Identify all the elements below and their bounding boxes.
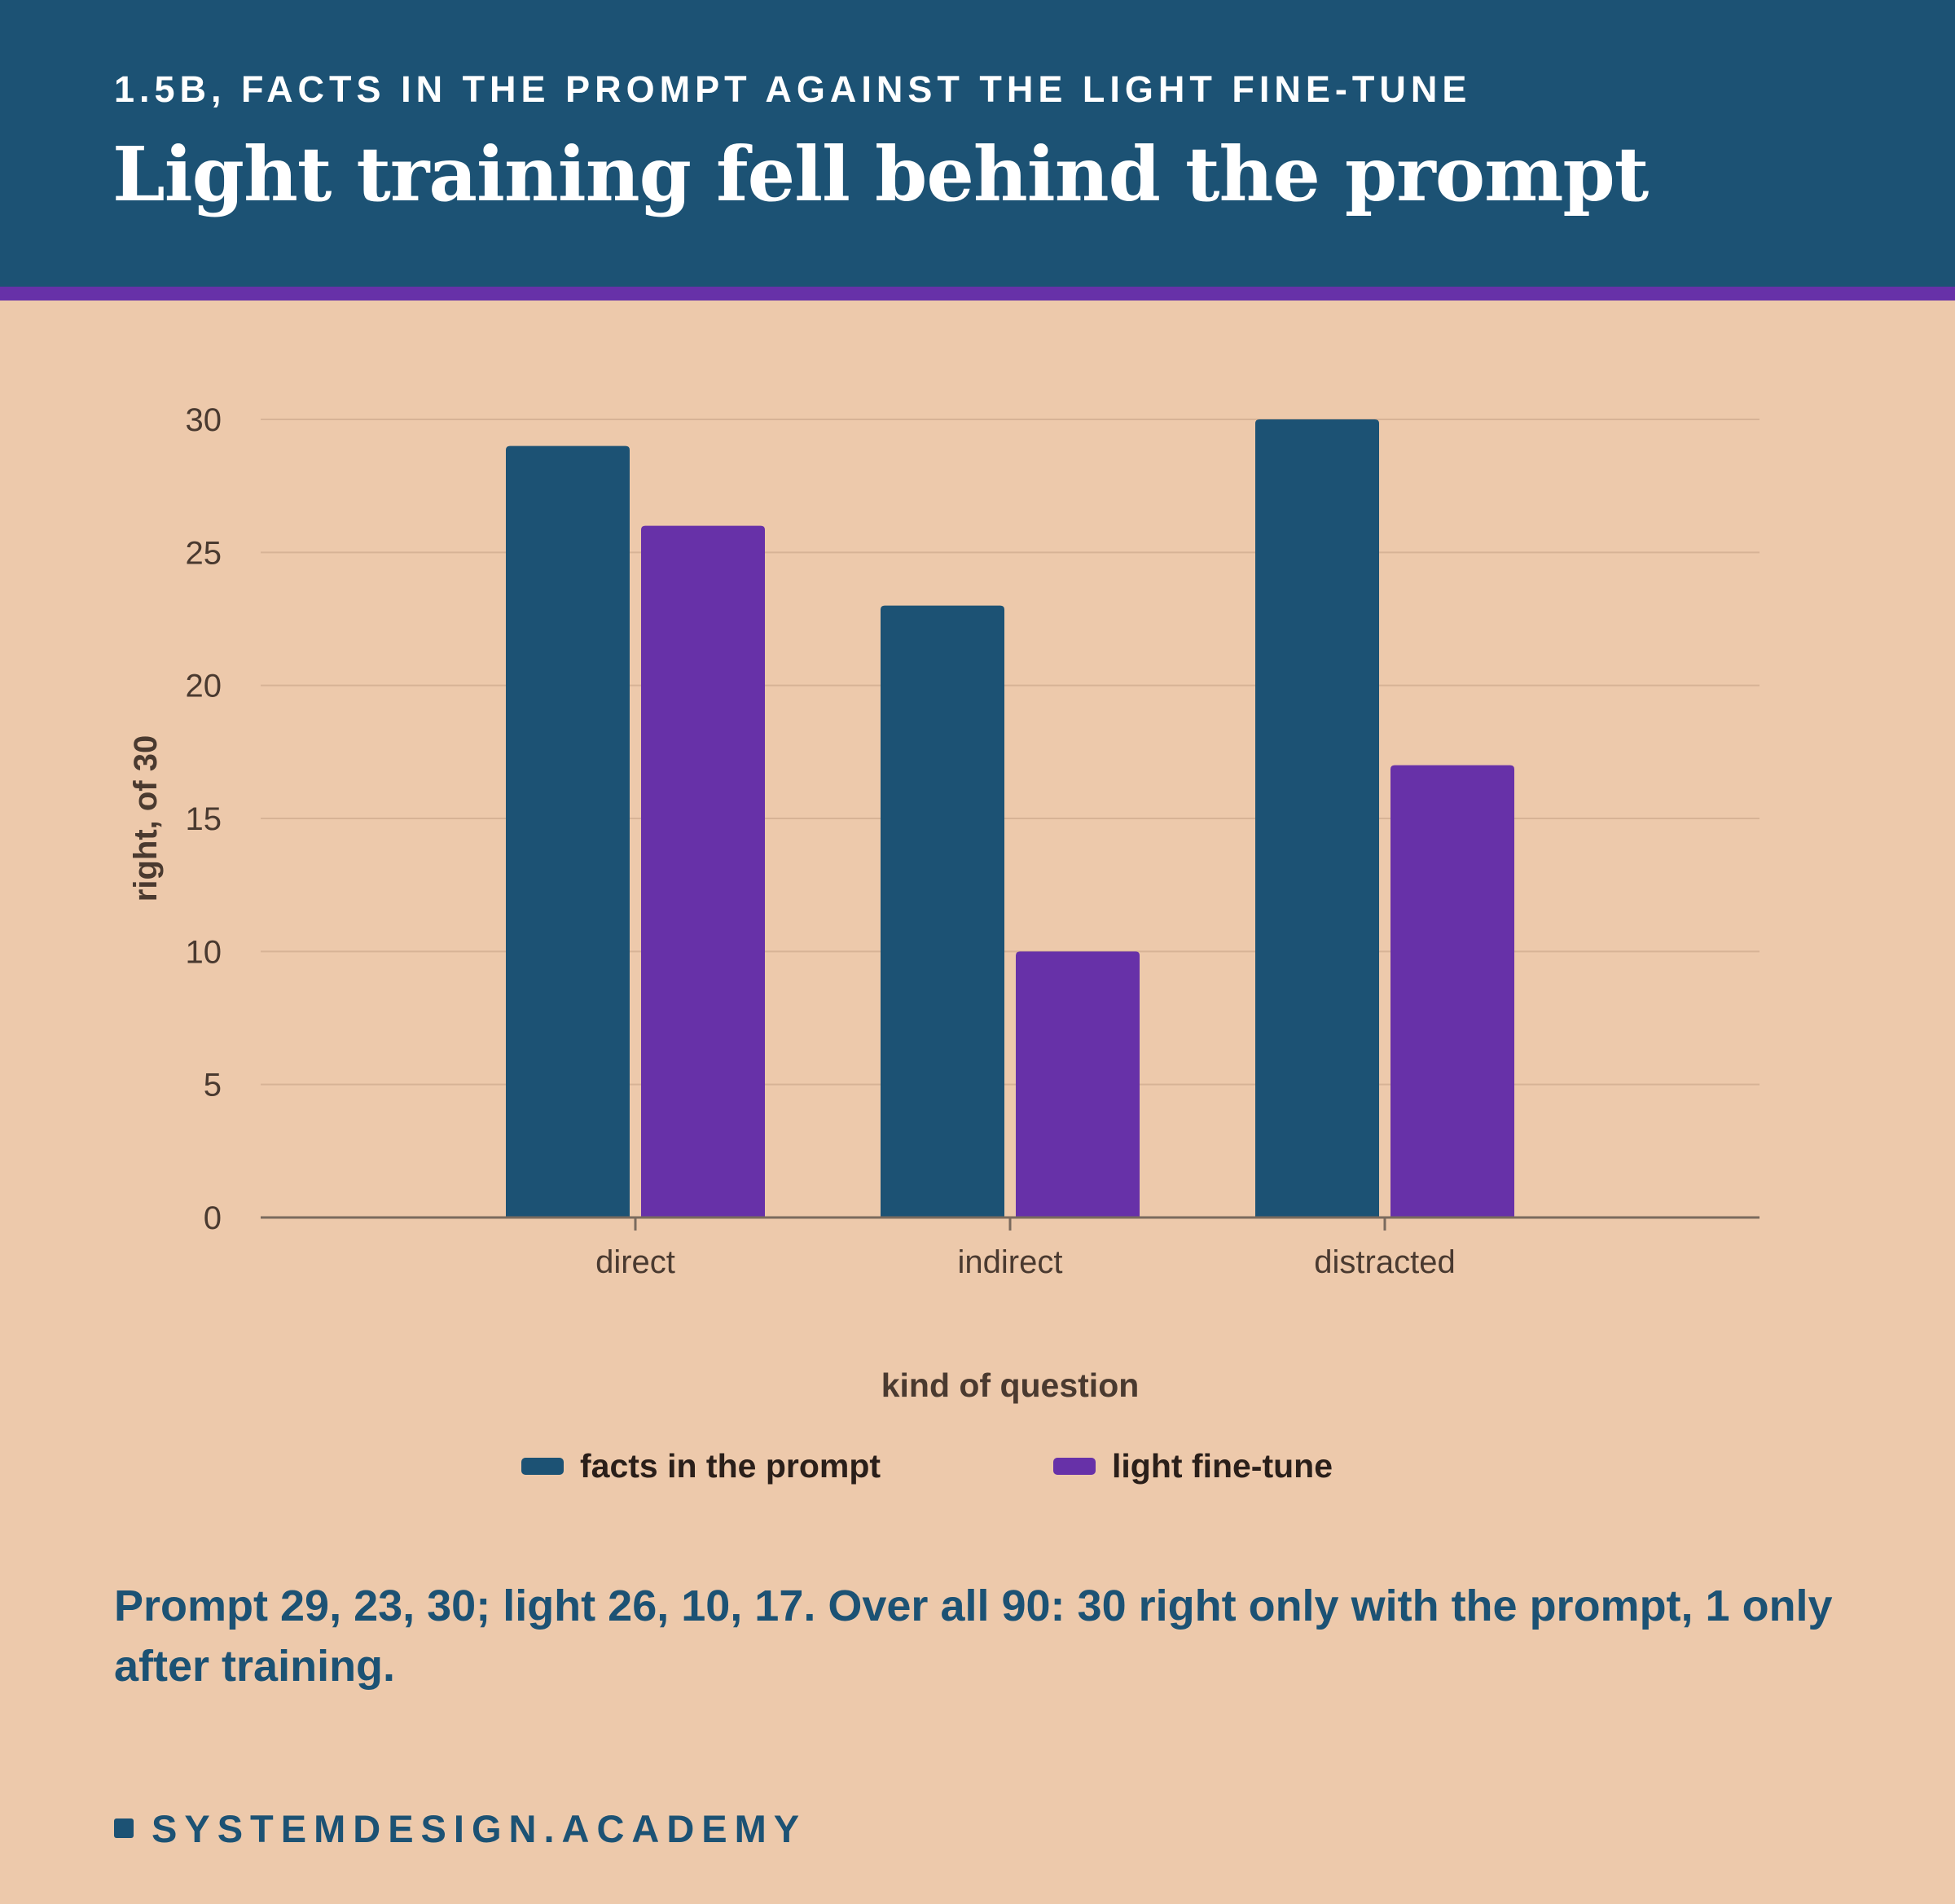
bar-facts-in-the-prompt-indirect xyxy=(881,605,1004,1217)
y-tick-label: 25 xyxy=(186,535,222,571)
legend-swatch xyxy=(521,1457,564,1475)
y-tick-label: 0 xyxy=(204,1200,222,1236)
y-tick-label: 10 xyxy=(186,934,222,970)
y-tick-label: 20 xyxy=(186,669,222,704)
brand-square-icon xyxy=(114,1818,134,1838)
bar-facts-in-the-prompt-distracted xyxy=(1255,419,1379,1217)
bars xyxy=(506,419,1514,1217)
y-tick-label: 5 xyxy=(204,1068,222,1103)
legend: facts in the prompt light fine-tune xyxy=(0,1441,1955,1490)
brand-name: SYSTEMDESIGN.ACADEMY xyxy=(152,1806,807,1850)
brand-footer: SYSTEMDESIGN.ACADEMY xyxy=(114,1804,806,1853)
bar-light-fine-tune-distracted xyxy=(1390,765,1514,1217)
legend-label: light fine-tune xyxy=(1112,1446,1333,1485)
x-tick-label: indirect xyxy=(958,1244,1063,1280)
legend-item-light-fine-tune: light fine-tune xyxy=(1053,1441,1333,1490)
bar-chart: 0 5 10 15 20 25 30 direct indirect distracted ri… xyxy=(128,402,1760,1404)
x-tick-label: distracted xyxy=(1314,1244,1455,1280)
headline: Light training fell behind the prompt xyxy=(112,130,1649,218)
accent-rule xyxy=(0,287,1955,301)
y-axis-label: right, of 30 xyxy=(128,735,164,902)
bar-light-fine-tune-indirect xyxy=(1016,951,1140,1217)
legend-swatch xyxy=(1053,1457,1096,1475)
y-tick-label: 15 xyxy=(186,801,222,837)
header-banner: 1.5B, FACTS IN THE PROMPT AGAINST THE LI… xyxy=(0,0,1955,287)
kicker: 1.5B, FACTS IN THE PROMPT AGAINST THE LI… xyxy=(114,68,1472,110)
legend-item-facts-in-the-prompt: facts in the prompt xyxy=(521,1441,881,1490)
caption: Prompt 29, 23, 30; light 26, 10, 17. Ove… xyxy=(114,1582,1833,1691)
gridlines xyxy=(261,419,1760,1086)
x-tick-marks: direct indirect distracted xyxy=(595,1217,1456,1280)
y-tick-labels: 0 5 10 15 20 25 30 xyxy=(186,402,222,1236)
bar-facts-in-the-prompt-direct xyxy=(506,445,630,1217)
x-axis-label: kind of question xyxy=(881,1367,1140,1404)
legend-label: facts in the prompt xyxy=(580,1446,881,1485)
x-tick-label: direct xyxy=(595,1244,675,1280)
y-tick-label: 30 xyxy=(186,402,222,438)
bar-light-fine-tune-direct xyxy=(641,525,765,1217)
